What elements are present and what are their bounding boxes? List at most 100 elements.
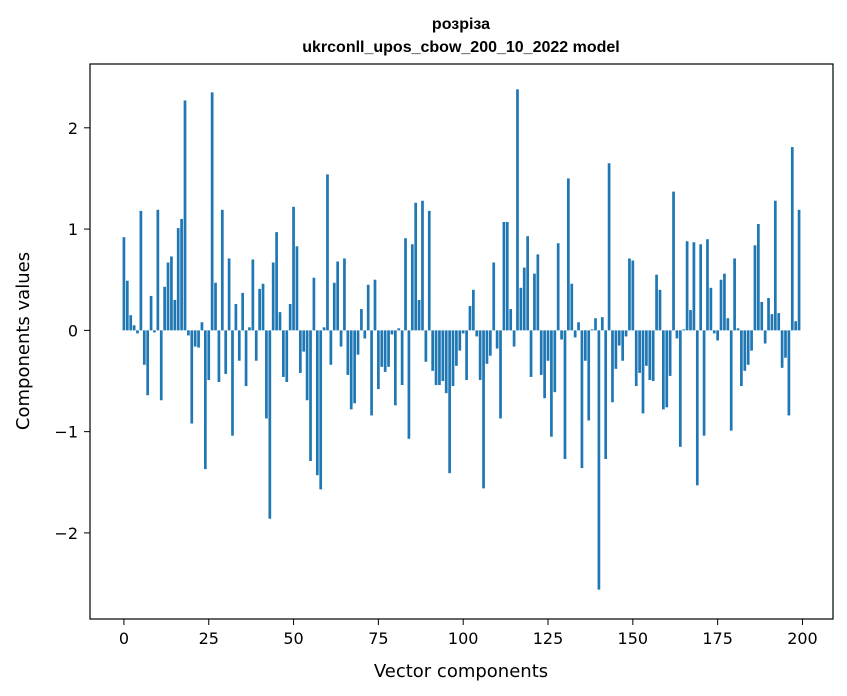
bar-55 bbox=[309, 330, 312, 462]
bar-73 bbox=[370, 330, 373, 416]
bar-5 bbox=[139, 210, 143, 331]
y-axis-label: Components values bbox=[13, 252, 34, 430]
bar-138 bbox=[590, 329, 594, 331]
bar-51 bbox=[295, 246, 299, 331]
bar-124 bbox=[543, 330, 546, 399]
bar-92 bbox=[434, 330, 438, 386]
bar-64 bbox=[339, 330, 343, 347]
bar-164 bbox=[678, 330, 682, 447]
bar-69 bbox=[356, 330, 360, 355]
bar-162 bbox=[672, 191, 675, 331]
bar-184 bbox=[746, 330, 750, 365]
bar-116 bbox=[516, 89, 519, 331]
bar-7 bbox=[146, 330, 150, 396]
x-tick-label: 75 bbox=[368, 629, 388, 648]
bar-91 bbox=[431, 330, 435, 371]
bar-80 bbox=[393, 330, 397, 406]
bar-143 bbox=[607, 163, 611, 331]
bar-117 bbox=[519, 287, 523, 331]
bar-79 bbox=[390, 330, 394, 335]
bar-135 bbox=[580, 330, 584, 469]
bar-29 bbox=[220, 209, 224, 331]
bar-118 bbox=[522, 267, 526, 331]
bar-15 bbox=[173, 299, 177, 331]
bar-57 bbox=[315, 330, 319, 476]
bar-71 bbox=[363, 330, 367, 339]
bar-56 bbox=[312, 277, 316, 331]
bar-147 bbox=[621, 330, 625, 361]
bar-136 bbox=[583, 330, 587, 361]
bar-152 bbox=[638, 330, 641, 373]
plot-frame bbox=[89, 63, 834, 620]
bar-104 bbox=[475, 330, 479, 337]
x-axis-label: Vector components bbox=[374, 661, 548, 682]
bar-109 bbox=[492, 262, 496, 331]
bar-133 bbox=[573, 330, 577, 338]
bar-99 bbox=[458, 330, 462, 351]
bar-112 bbox=[502, 221, 506, 331]
x-tick-label: 175 bbox=[702, 629, 733, 648]
bar-132 bbox=[570, 283, 574, 331]
bar-131 bbox=[567, 178, 570, 331]
bar-84 bbox=[407, 330, 411, 439]
bar-97 bbox=[451, 330, 455, 387]
bar-180 bbox=[733, 258, 736, 331]
bar-74 bbox=[373, 279, 377, 331]
bar-93 bbox=[438, 330, 441, 386]
bar-103 bbox=[472, 289, 475, 331]
bar-194 bbox=[780, 330, 784, 368]
bar-172 bbox=[706, 239, 709, 331]
bar-1 bbox=[125, 280, 129, 331]
bar-10 bbox=[156, 209, 160, 331]
bar-157 bbox=[655, 274, 658, 331]
bar-188 bbox=[760, 302, 764, 331]
bar-23 bbox=[200, 322, 204, 331]
bar-78 bbox=[387, 330, 390, 367]
bar-183 bbox=[743, 330, 747, 371]
bar-145 bbox=[614, 330, 618, 369]
x-tick-label: 50 bbox=[283, 629, 303, 648]
bar-62 bbox=[332, 282, 336, 331]
bar-22 bbox=[197, 330, 200, 348]
x-tick-label: 125 bbox=[533, 629, 564, 648]
bar-193 bbox=[777, 313, 781, 331]
bar-156 bbox=[651, 330, 655, 381]
bar-81 bbox=[397, 328, 401, 331]
bar-170 bbox=[699, 244, 703, 331]
bar-161 bbox=[668, 330, 672, 376]
bar-44 bbox=[271, 262, 275, 331]
bar-139 bbox=[594, 318, 597, 331]
bar-60 bbox=[326, 174, 329, 331]
bar-0 bbox=[122, 237, 126, 331]
bar-4 bbox=[136, 330, 139, 334]
bar-191 bbox=[770, 314, 774, 331]
bar-148 bbox=[624, 330, 628, 337]
bar-24 bbox=[203, 330, 207, 470]
bar-2 bbox=[129, 315, 133, 331]
x-tick-label: 150 bbox=[618, 629, 649, 648]
bar-67 bbox=[349, 330, 353, 410]
bar-94 bbox=[441, 330, 445, 381]
x-tick-label: 0 bbox=[119, 629, 129, 648]
bar-178 bbox=[726, 318, 730, 331]
bar-195 bbox=[784, 330, 787, 358]
bar-173 bbox=[709, 287, 713, 331]
bar-58 bbox=[319, 330, 323, 490]
bar-130 bbox=[563, 330, 567, 459]
bar-33 bbox=[234, 304, 238, 331]
bar-176 bbox=[719, 279, 723, 331]
bar-43 bbox=[268, 330, 272, 519]
bar-13 bbox=[166, 262, 170, 331]
bar-54 bbox=[305, 330, 309, 401]
x-axis-ticks: 0 25 50 75 100 125 150 175 200 bbox=[119, 619, 818, 648]
bar-16 bbox=[176, 228, 180, 331]
bar-9 bbox=[153, 330, 156, 333]
bar-38 bbox=[251, 259, 255, 331]
bar-26 bbox=[210, 92, 214, 331]
bars-group bbox=[122, 89, 801, 590]
bar-76 bbox=[380, 330, 384, 367]
bar-150 bbox=[631, 260, 635, 331]
bar-50 bbox=[292, 206, 295, 331]
bar-66 bbox=[346, 330, 350, 375]
y-tick-label: 0 bbox=[68, 321, 78, 340]
